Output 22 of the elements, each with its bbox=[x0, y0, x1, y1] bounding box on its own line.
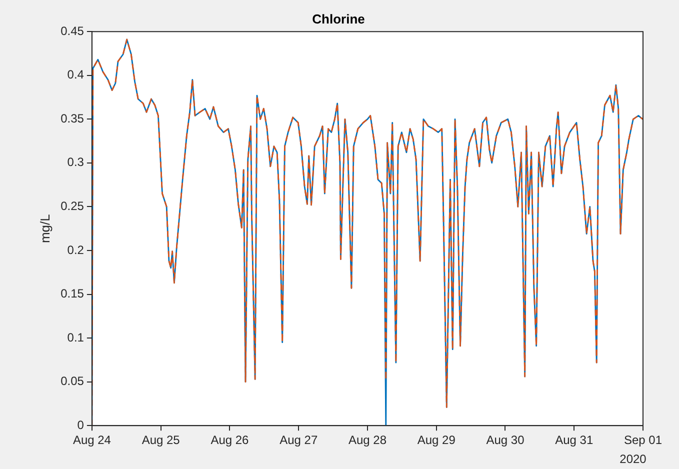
x-tick-label: Sep 01 bbox=[624, 433, 662, 448]
y-tick-label: 0.15 bbox=[60, 286, 84, 301]
y-tick-label: 0.2 bbox=[67, 242, 84, 257]
y-tick-label: 0.45 bbox=[60, 24, 84, 38]
y-tick-label: 0.1 bbox=[67, 330, 84, 344]
x-tick-label: Aug 25 bbox=[142, 433, 180, 448]
x-tick-label: Aug 29 bbox=[417, 433, 456, 448]
x-tick-label: Aug 26 bbox=[210, 433, 250, 448]
y-axis-title: mg/L bbox=[37, 214, 52, 244]
chart-title: Chlorine bbox=[312, 11, 365, 26]
y-tick-label: 0.05 bbox=[60, 374, 84, 388]
y-tick-label: 0.3 bbox=[67, 155, 84, 170]
x-tick-label: Aug 28 bbox=[348, 433, 387, 448]
text: 2020 bbox=[620, 452, 647, 466]
x-tick-label: Aug 27 bbox=[280, 433, 318, 448]
x-tick-label: Aug 30 bbox=[486, 433, 525, 448]
x-tick-label: Aug 31 bbox=[555, 433, 594, 448]
y-tick-label: 0.25 bbox=[60, 199, 84, 214]
x-tick-label: Aug 24 bbox=[72, 433, 112, 448]
y-tick-label: 0.4 bbox=[67, 68, 84, 82]
y-tick-label: 0.35 bbox=[60, 111, 84, 126]
y-tick-label: 0 bbox=[77, 418, 84, 432]
